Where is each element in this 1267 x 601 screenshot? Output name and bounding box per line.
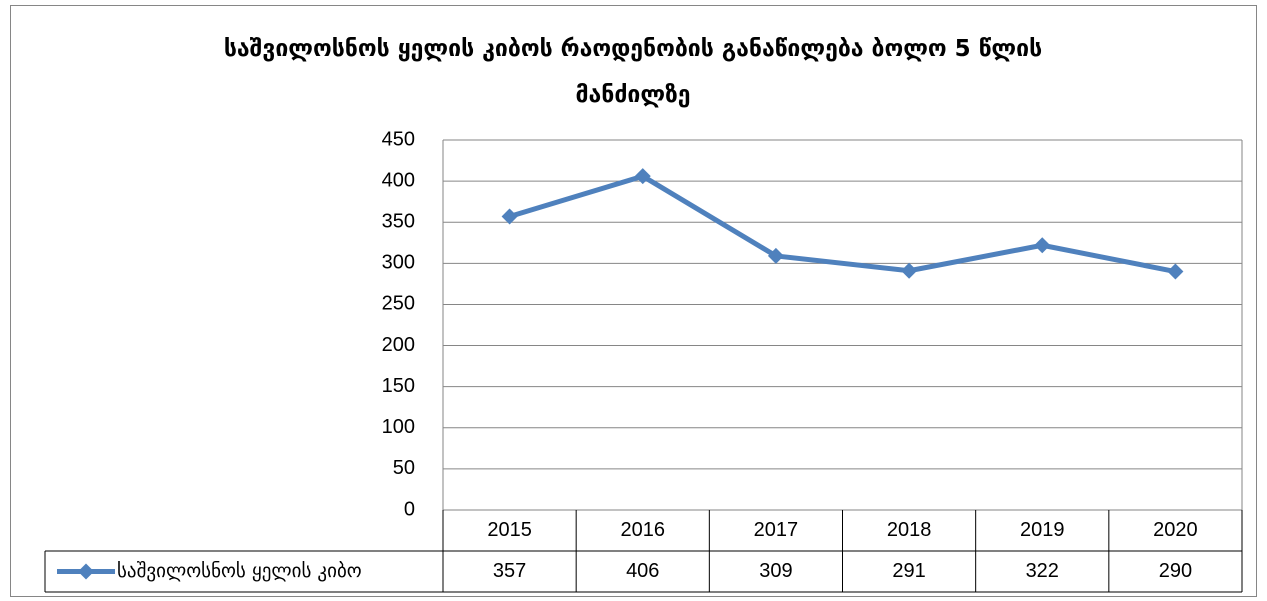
y-tick-label: 150	[382, 375, 415, 397]
data-table-value: 357	[493, 560, 526, 582]
y-tick-label: 400	[382, 169, 415, 191]
marker	[1167, 263, 1184, 280]
marker	[1034, 237, 1051, 254]
marker	[501, 208, 518, 225]
y-tick-label: 300	[382, 252, 415, 274]
line	[508, 173, 1176, 275]
x-tick-label: 2016	[621, 519, 666, 541]
marker	[634, 168, 651, 185]
chart-border	[10, 5, 1257, 597]
data-table-value: 322	[1026, 560, 1059, 582]
x-tick-label: 2015	[487, 519, 532, 541]
data-table-value: 290	[1159, 560, 1192, 582]
data-table-value: 406	[626, 560, 659, 582]
legend-label: საშვილოსნოს ყელის კიბო	[117, 560, 362, 582]
y-tick-label: 350	[382, 211, 415, 233]
x-tick-label: 2017	[754, 519, 799, 541]
chart-title: საშვილოსნოს ყელის კიბოს რაოდენობის განაწ…	[223, 36, 1043, 108]
y-tick-label: 200	[382, 334, 415, 356]
y-tick-label: 450	[382, 128, 415, 150]
marker	[767, 247, 784, 264]
marker	[901, 262, 918, 279]
y-tick-label: 100	[382, 416, 415, 438]
data-table-value: 309	[759, 560, 792, 582]
y-tick-label: 0	[404, 498, 415, 520]
x-tick-label: 2018	[887, 519, 932, 541]
y-tick-label: 250	[382, 293, 415, 315]
x-tick-label: 2020	[1153, 519, 1198, 541]
y-tick-label: 50	[393, 457, 415, 479]
data-table-value: 291	[892, 560, 925, 582]
x-tick-label: 2019	[1020, 519, 1065, 541]
legend-marker	[78, 563, 94, 580]
